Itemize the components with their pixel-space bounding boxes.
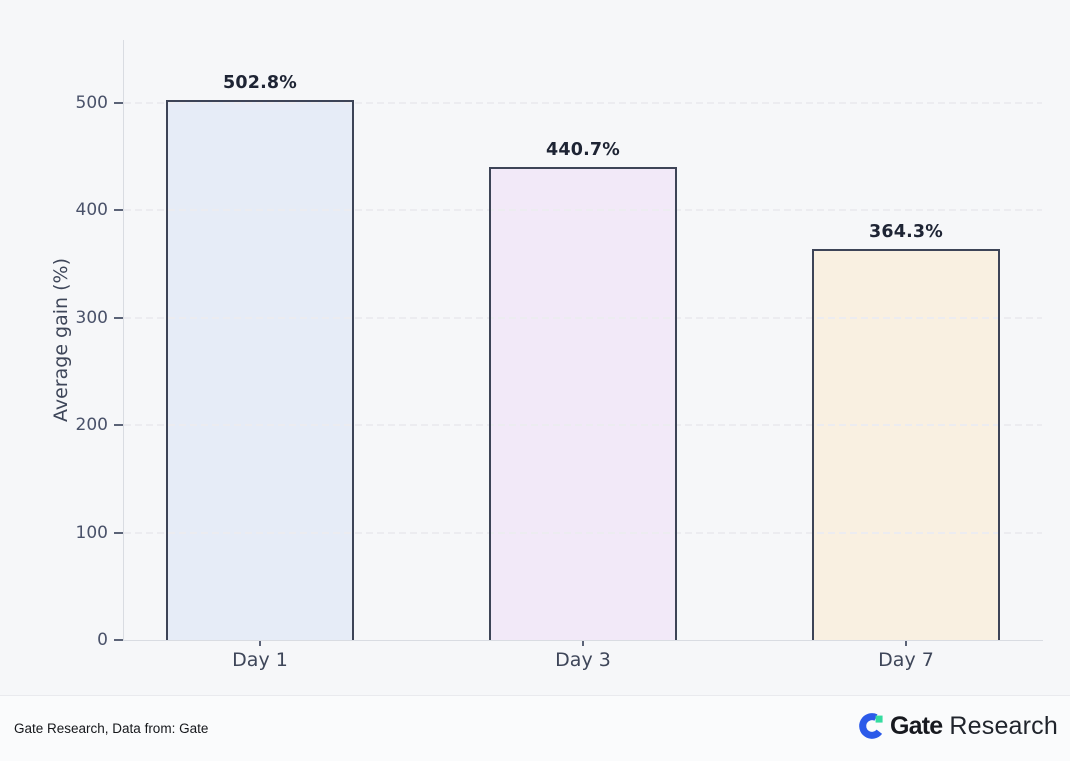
y-tick-mark-300 — [114, 316, 123, 319]
gate-logo-icon — [859, 713, 883, 739]
gridline-300 — [124, 316, 1042, 319]
attribution-text: Gate Research, Data from: Gate — [14, 721, 209, 736]
y-tick-mark-100 — [114, 531, 123, 534]
value-label-day-3: 440.7% — [545, 139, 621, 160]
y-tick-label-500: 500 — [75, 93, 108, 113]
x-label-day-1: Day 1 — [232, 649, 288, 671]
y-tick-label-100: 100 — [75, 522, 108, 543]
y-tick-label-200: 200 — [75, 415, 108, 436]
bar-day-3 — [489, 166, 677, 640]
x-tick-mark-day-1 — [259, 641, 261, 646]
bar-day-3-border — [489, 166, 677, 640]
logo-brand-text: Gate — [890, 711, 943, 740]
y-axis-line — [123, 40, 124, 641]
logo-suffix-text: Research — [949, 711, 1058, 740]
x-tick-mark-day-7 — [905, 641, 907, 646]
value-label-day-1: 502.8% — [222, 73, 298, 93]
bar-day-7 — [812, 248, 1000, 640]
y-axis-title: Average gain (%) — [50, 257, 72, 423]
value-label-day-7: 364.3% — [868, 221, 944, 242]
x-label-day-3: Day 3 — [555, 649, 611, 671]
gridline-500 — [124, 102, 1042, 104]
gridline-200 — [124, 424, 1042, 427]
x-tick-mark-day-3 — [582, 641, 584, 646]
footer: Gate Research, Data from: Gate Gate Rese… — [0, 695, 1070, 761]
y-tick-mark-400 — [114, 209, 123, 212]
y-tick-label-300: 300 — [75, 307, 108, 328]
x-axis-line — [123, 640, 1043, 641]
x-label-day-7: Day 7 — [878, 649, 934, 671]
y-tick-label-0: 0 — [97, 630, 108, 650]
y-tick-mark-0 — [114, 639, 123, 641]
y-tick-mark-200 — [114, 424, 123, 427]
gate-research-logo: Gate Research — [858, 709, 1058, 743]
bar-day-7-border — [812, 248, 1000, 640]
gridline-400 — [124, 209, 1042, 212]
bar-day-1-border — [166, 100, 354, 640]
bar-day-1 — [166, 100, 354, 640]
y-tick-mark-500 — [114, 102, 123, 104]
y-tick-label-400: 400 — [75, 200, 108, 221]
gridline-100 — [124, 531, 1042, 534]
